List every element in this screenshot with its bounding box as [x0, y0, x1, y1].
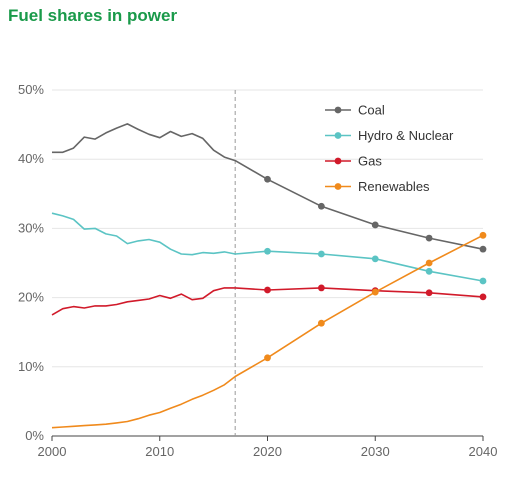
renewables-data-point — [264, 354, 271, 362]
legend-gas-label: Gas — [358, 154, 382, 169]
hydro-data-point — [317, 250, 325, 258]
hydro-series-line — [51, 212, 484, 282]
coal-data-point — [264, 175, 271, 183]
hydro-data-point — [264, 247, 271, 255]
hydro-data-point — [371, 255, 379, 263]
x-tick-label: 2040 — [469, 444, 498, 459]
renewables-data-point — [425, 259, 433, 267]
grid-layer — [52, 89, 483, 368]
gas-data-point — [425, 289, 433, 297]
y-tick-label: 20% — [18, 290, 44, 305]
gas-series-line — [51, 287, 484, 316]
renewables-data-point — [371, 288, 379, 296]
legend-coal-label: Coal — [358, 103, 385, 118]
renewables-data-point — [317, 319, 325, 327]
legend-hydro-marker — [334, 132, 342, 139]
gas-data-point — [317, 284, 325, 292]
renewables-series-line — [51, 234, 484, 429]
y-tick-label: 0% — [25, 428, 44, 443]
x-tick-label: 2000 — [38, 444, 67, 459]
legend-gas-marker — [334, 157, 342, 165]
legend-coal-marker — [334, 106, 342, 114]
coal-data-point — [425, 234, 433, 242]
y-tick-label: 30% — [18, 220, 44, 235]
legend-renewables-marker — [334, 183, 342, 190]
y-tick-label: 50% — [18, 82, 44, 97]
x-tick-label: 2010 — [145, 444, 174, 459]
axis-layer: 0% 10% 20% 30% 40% 50% 2000 2010 2020 2030 2040 — [18, 82, 497, 459]
hydro-data-point — [479, 277, 487, 285]
coal-data-point — [371, 221, 379, 229]
legend-renewables-label: Renewables — [358, 179, 430, 194]
chart-title: Fuel shares in power — [8, 6, 178, 25]
series-layer — [51, 123, 487, 429]
legend-hydro-label: Hydro & Nuclear — [358, 128, 454, 143]
coal-data-point — [317, 202, 325, 210]
coal-data-point — [479, 245, 487, 253]
gas-data-point — [479, 293, 487, 301]
x-tick-label: 2030 — [361, 444, 390, 459]
hydro-data-point — [425, 267, 433, 275]
y-tick-label: 40% — [18, 151, 44, 166]
renewables-data-point — [479, 231, 487, 239]
y-tick-label: 10% — [18, 359, 44, 374]
coal-series-line — [52, 123, 484, 250]
x-tick-label: 2020 — [253, 444, 282, 459]
legend: Coal Hydro & Nuclear Gas Renewables — [325, 103, 454, 194]
gas-data-point — [264, 286, 271, 294]
